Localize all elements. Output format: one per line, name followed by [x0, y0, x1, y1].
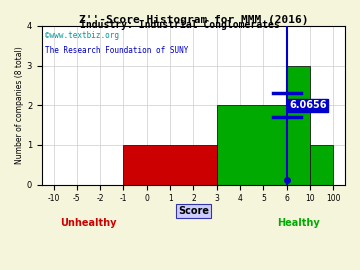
- Bar: [217, 105, 287, 185]
- Text: ©www.textbiz.org: ©www.textbiz.org: [45, 31, 119, 40]
- Bar: [287, 66, 310, 185]
- Text: Industry: Industrial Conglomerates: Industry: Industrial Conglomerates: [80, 20, 280, 30]
- Title: Z''-Score Histogram for MMM (2016): Z''-Score Histogram for MMM (2016): [79, 15, 308, 25]
- Y-axis label: Number of companies (8 total): Number of companies (8 total): [15, 46, 24, 164]
- X-axis label: Score: Score: [178, 206, 209, 216]
- Text: Unhealthy: Unhealthy: [60, 218, 117, 228]
- Text: 6.0656: 6.0656: [289, 100, 327, 110]
- Text: The Research Foundation of SUNY: The Research Foundation of SUNY: [45, 46, 188, 55]
- Text: Healthy: Healthy: [277, 218, 320, 228]
- Bar: [123, 145, 217, 185]
- Bar: [310, 145, 333, 185]
